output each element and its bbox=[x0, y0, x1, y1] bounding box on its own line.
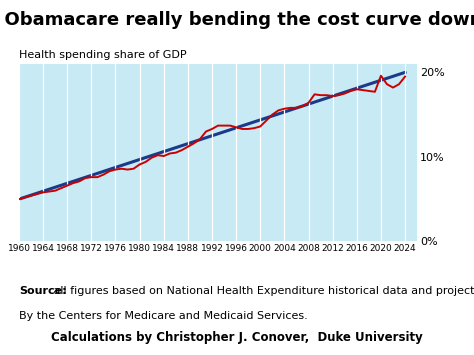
Text: Calculations by Christopher J. Conover,  Duke University: Calculations by Christopher J. Conover, … bbox=[51, 331, 423, 344]
Text: Source:: Source: bbox=[19, 286, 66, 296]
Text: all figures based on National Health Expenditure historical data and projections: all figures based on National Health Exp… bbox=[50, 286, 474, 296]
Text: By the Centers for Medicare and Medicaid Services.: By the Centers for Medicare and Medicaid… bbox=[19, 311, 308, 321]
Text: Is Obamacare really bending the cost curve down?: Is Obamacare really bending the cost cur… bbox=[0, 11, 474, 29]
Text: Health spending share of GDP: Health spending share of GDP bbox=[19, 50, 187, 60]
